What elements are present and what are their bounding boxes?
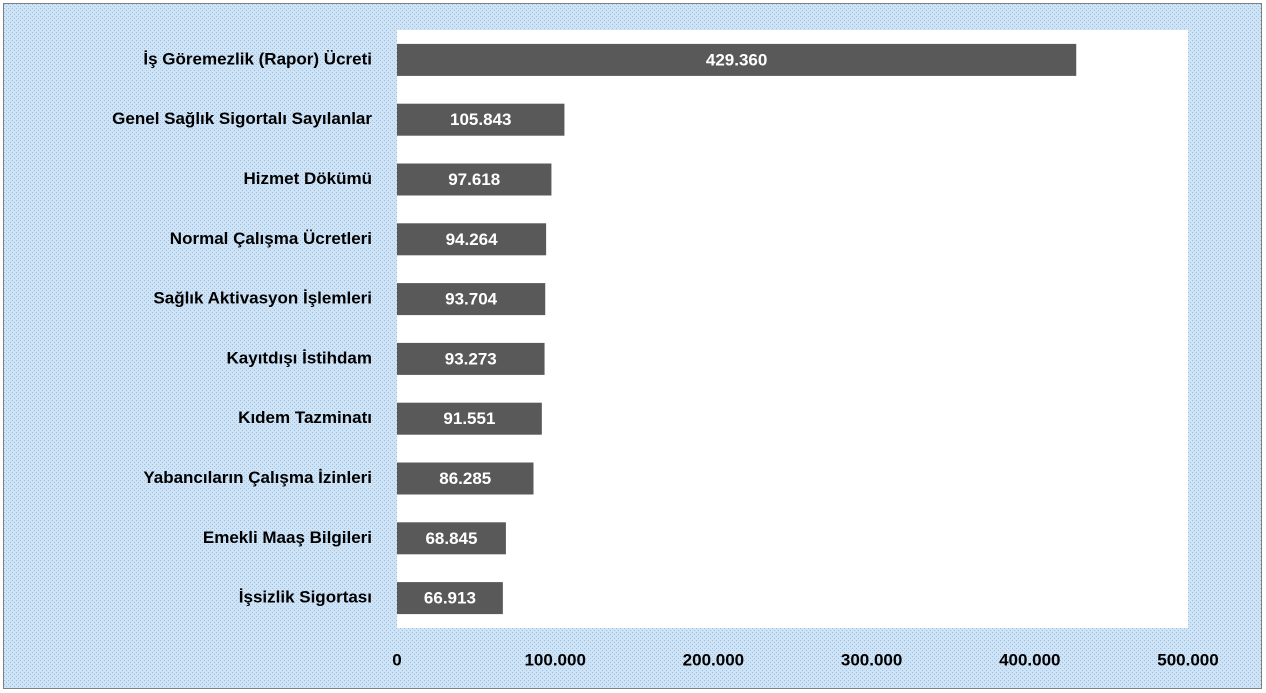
value-label: 105.843 <box>450 110 511 129</box>
value-label: 94.264 <box>446 230 499 249</box>
bar <box>397 462 534 495</box>
value-label: 429.360 <box>706 50 767 69</box>
bar <box>397 582 503 615</box>
value-label: 97.618 <box>448 170 500 189</box>
value-label: 91.551 <box>443 409 495 428</box>
y-tick-label: Genel Sağlık Sigortalı Sayılanlar <box>112 109 372 128</box>
x-tick-label: 200.000 <box>683 650 744 669</box>
bar <box>397 103 565 136</box>
y-tick-label: Kıdem Tazminatı <box>238 408 372 427</box>
value-label: 93.273 <box>445 349 497 368</box>
y-tick-label: Kayıtdışı İstihdam <box>227 348 372 367</box>
y-tick-label: Yabancıların Çalışma İzinleri <box>143 468 372 487</box>
value-label: 68.845 <box>425 529 477 548</box>
bar <box>397 402 542 435</box>
bar <box>397 223 547 256</box>
value-label: 66.913 <box>424 589 476 608</box>
x-tick-label: 0 <box>392 650 401 669</box>
y-tick-label: Emekli Maaş Bilgileri <box>203 528 372 547</box>
bar <box>397 342 545 375</box>
bar <box>397 43 1077 76</box>
bar <box>397 522 506 555</box>
x-tick-label: 100.000 <box>524 650 585 669</box>
x-tick-label: 400.000 <box>999 650 1060 669</box>
y-tick-label: Normal Çalışma Ücretleri <box>170 229 372 248</box>
value-label: 86.285 <box>439 469 491 488</box>
y-tick-label: İşsizlik Sigortası <box>239 588 372 607</box>
y-tick-label: Sağlık Aktivasyon İşlemleri <box>153 289 372 308</box>
x-tick-label: 300.000 <box>841 650 902 669</box>
y-tick-label: İş Göremezlik (Rapor) Ücreti <box>143 49 372 68</box>
x-tick-label: 500.000 <box>1157 650 1218 669</box>
bar <box>397 283 546 316</box>
bar <box>397 163 552 196</box>
y-tick-label: Hizmet Dökümü <box>244 169 372 188</box>
value-label: 93.704 <box>445 290 498 309</box>
